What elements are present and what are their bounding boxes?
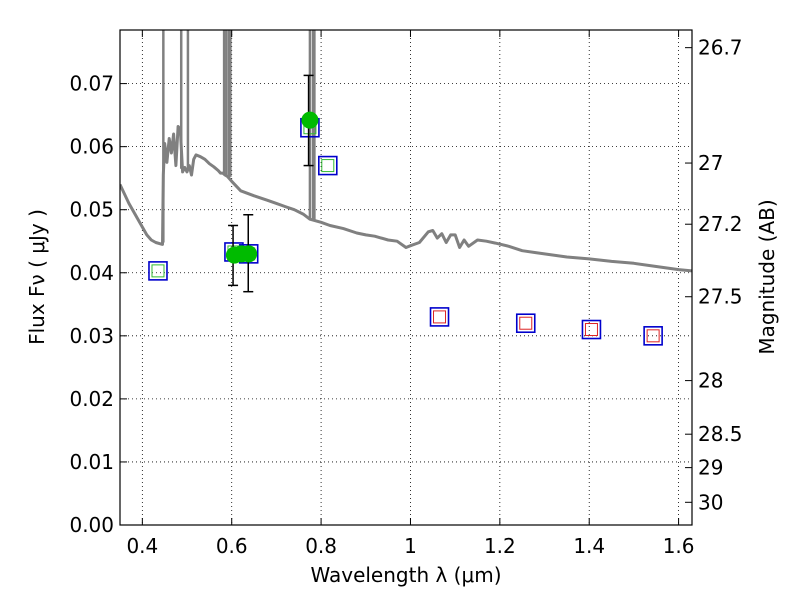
- model-square-marker: [584, 323, 598, 337]
- y-axis-label: Flux Fν ( μJy ): [25, 209, 49, 345]
- photometry-square-marker: [148, 261, 168, 281]
- y2-tick-label: 29: [698, 456, 723, 480]
- photometry-square-marker: [515, 313, 536, 334]
- y-tick-label: 0.01: [69, 450, 114, 474]
- y2-tick-label: 27.5: [698, 285, 743, 309]
- x-tick-label: 0.4: [126, 534, 158, 558]
- plot-area: [120, 30, 692, 346]
- x-axis-label: Wavelength λ (μm): [310, 563, 501, 587]
- model-square-marker: [433, 310, 447, 324]
- y-tick-label: 0.04: [69, 261, 114, 285]
- model-square-marker: [646, 329, 660, 343]
- photometry-square-marker: [643, 326, 663, 346]
- y-tick-label: 0.06: [69, 135, 114, 159]
- photometry-square-marker: [581, 319, 602, 340]
- y2-tick-label: 28.5: [698, 422, 743, 446]
- x-tick-label: 1: [404, 534, 417, 558]
- y-tick-label: 0.02: [69, 387, 114, 411]
- y2-axis-label: Magnitude (AB): [755, 199, 779, 354]
- photometry-square-marker: [429, 307, 450, 327]
- y2-tick-label: 30: [698, 490, 723, 514]
- plot-frame: [119, 29, 693, 526]
- photometry-square-marker: [317, 155, 338, 176]
- y2-tick-label: 27.2: [698, 212, 743, 236]
- data-point-marker: [240, 245, 258, 263]
- model-square-marker: [151, 264, 165, 278]
- template-spectrum-line: [120, 125, 692, 273]
- model-square-marker: [321, 159, 335, 173]
- x-tick-label: 1.4: [573, 534, 605, 558]
- y2-tick-label: 28: [698, 369, 723, 393]
- x-tick-label: 0.6: [216, 534, 248, 558]
- y2-tick-label: 26.7: [698, 36, 743, 60]
- y2-tick-label: 27: [698, 151, 723, 175]
- y-tick-label: 0.00: [69, 513, 114, 537]
- axis-ticks: 0.4 0.6 0.8 1 1.2 1.4 1.6 0.00 0.01 0.02 0.03 0.04 0…: [69, 30, 743, 558]
- y-tick-label: 0.03: [69, 324, 114, 348]
- grid-lines: [120, 30, 692, 526]
- x-tick-label: 0.8: [305, 534, 337, 558]
- x-tick-label: 1.2: [484, 534, 516, 558]
- x-tick-label: 1.6: [663, 534, 695, 558]
- y-tick-label: 0.07: [69, 72, 114, 96]
- series-group: [120, 30, 692, 346]
- y-tick-label: 0.05: [69, 198, 114, 222]
- data-point-marker: [301, 111, 319, 129]
- model-square-marker: [519, 316, 533, 330]
